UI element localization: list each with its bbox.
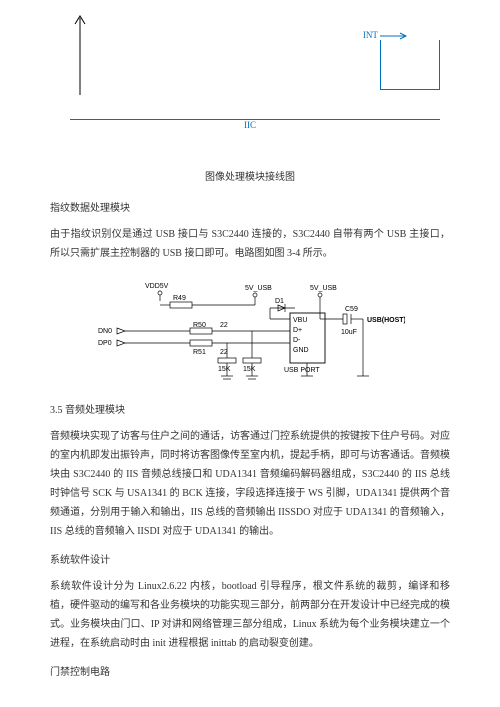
section-audio-title: 3.5 音频处理模块 [50, 403, 450, 419]
svg-text:USB(HOST): USB(HOST) [367, 317, 405, 324]
svg-text:VBU: VBU [293, 317, 307, 324]
vdd5v-label: VDD5V [145, 283, 169, 290]
svg-text:DN0: DN0 [98, 328, 112, 335]
svg-text:5V_USB: 5V_USB [245, 285, 272, 292]
svg-text:15K: 15K [243, 366, 256, 373]
svg-text:DP0: DP0 [98, 340, 112, 347]
figure-caption-1: 图像处理模块接线图 [50, 170, 450, 186]
svg-text:R51: R51 [193, 349, 206, 356]
iic-label: IIC [244, 118, 256, 132]
section-access-control-title: 门禁控制电路 [50, 665, 450, 681]
svg-text:C59: C59 [345, 306, 358, 313]
svg-text:22: 22 [220, 322, 228, 329]
svg-text:10uF: 10uF [341, 329, 357, 336]
svg-text:15K: 15K [218, 366, 231, 373]
svg-text:GND: GND [293, 347, 309, 354]
svg-text:D-: D- [293, 337, 301, 344]
svg-text:R49: R49 [173, 295, 186, 302]
usb-circuit-diagram: VDD5V R49 5V_USB 5V_USB D1 DN0 DP0 R50 [95, 278, 405, 388]
para-fingerprint: 由于指纹识别仪是通过 USB 接口与 S3C2440 连接的，S3C2440 自… [50, 225, 450, 263]
para-audio: 音频模块实现了访客与住户之间的通话，访客通过门控系统提供的按键按下住户号码。对应… [50, 427, 450, 541]
int-box-outline [380, 40, 440, 90]
para-software: 系统软件设计分为 Linux2.6.22 内核，bootload 引导程序，根文… [50, 577, 450, 653]
section-fingerprint-title: 指纹数据处理模块 [50, 201, 450, 217]
svg-text:D1: D1 [275, 298, 284, 305]
up-arrow [70, 10, 90, 100]
svg-text:5V_USB: 5V_USB [310, 285, 337, 292]
svg-text:D+: D+ [293, 327, 302, 334]
top-partial-diagram: INT IIC [50, 10, 450, 140]
svg-text:USB PORT: USB PORT [284, 367, 320, 374]
section-software-title: 系统软件设计 [50, 553, 450, 569]
